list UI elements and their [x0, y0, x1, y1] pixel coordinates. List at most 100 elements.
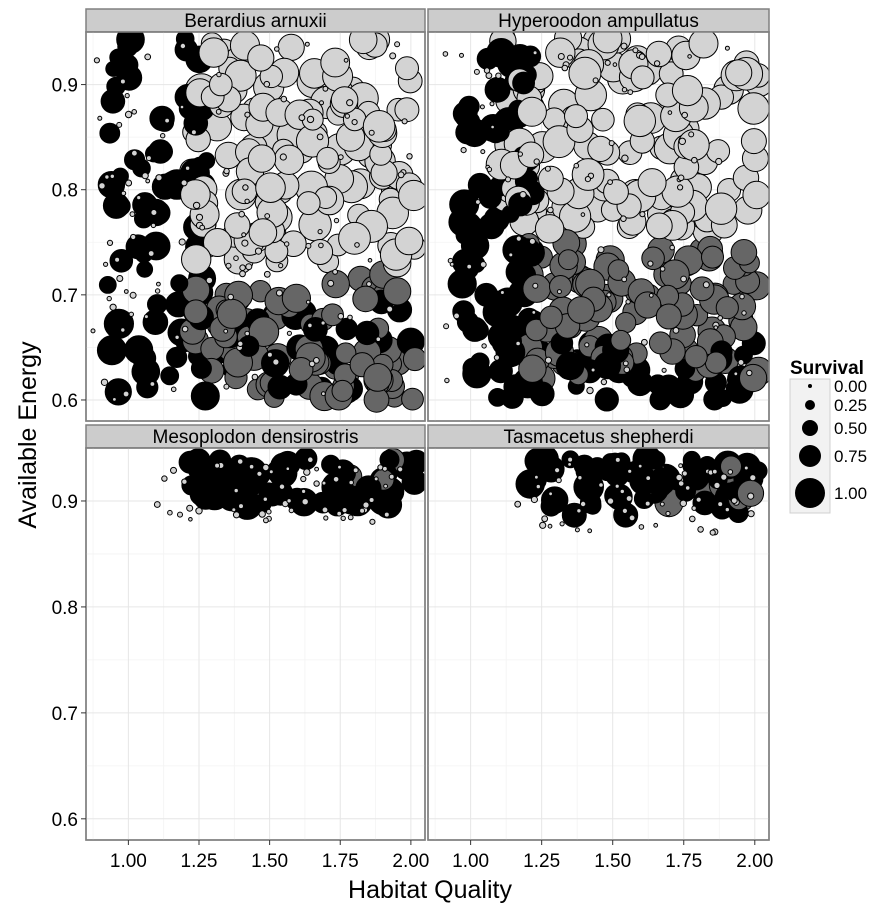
- data-point: [179, 104, 185, 110]
- data-point: [460, 147, 467, 154]
- data-point: [170, 274, 189, 293]
- data-point: [561, 64, 569, 72]
- data-point: [216, 298, 247, 329]
- data-point: [647, 374, 668, 395]
- data-point: [614, 456, 621, 463]
- data-point: [677, 480, 685, 487]
- data-point: [122, 390, 130, 398]
- y-tick-label: 0.6: [52, 810, 78, 831]
- data-point: [548, 491, 553, 497]
- data-point: [286, 330, 292, 336]
- data-point: [116, 64, 143, 91]
- data-point: [468, 176, 491, 199]
- data-point: [241, 232, 247, 238]
- data-point: [116, 121, 123, 128]
- data-point: [724, 506, 730, 513]
- data-point: [267, 374, 293, 400]
- x-tick-label: 1.50: [251, 851, 288, 872]
- data-point: [97, 115, 103, 121]
- data-point: [100, 89, 126, 114]
- data-point: [242, 184, 249, 191]
- data-point: [238, 503, 244, 510]
- data-point: [466, 263, 473, 270]
- data-point: [730, 239, 758, 266]
- data-point: [534, 214, 565, 244]
- data-point: [447, 269, 477, 299]
- data-point: [100, 378, 109, 386]
- data-point: [632, 47, 639, 54]
- data-point: [573, 162, 580, 169]
- data-point: [505, 176, 511, 183]
- data-point: [245, 263, 253, 271]
- data-point: [556, 289, 562, 295]
- data-point: [266, 351, 273, 358]
- x-tick-label: 1.00: [452, 851, 489, 872]
- data-point: [584, 342, 590, 348]
- data-point: [577, 475, 583, 481]
- data-point: [540, 495, 562, 517]
- data-point: [459, 52, 464, 58]
- x-tick-label: 1.25: [181, 851, 218, 872]
- data-point: [322, 85, 329, 92]
- data-point: [320, 320, 326, 326]
- data-point: [743, 465, 749, 471]
- data-point: [695, 496, 702, 503]
- data-point: [343, 57, 349, 63]
- data-point: [99, 122, 121, 144]
- x-tick-label: 1.75: [322, 851, 359, 872]
- data-point: [317, 229, 323, 235]
- x-tick-label: 2.00: [392, 851, 429, 872]
- data-point: [615, 312, 637, 334]
- data-point: [576, 508, 582, 514]
- data-point: [606, 292, 612, 298]
- data-point: [331, 379, 354, 402]
- panel-title: Berardius arnuxii: [184, 11, 327, 32]
- data-point: [347, 514, 354, 521]
- data-point: [136, 376, 159, 399]
- data-point: [346, 99, 354, 107]
- data-point: [124, 110, 133, 119]
- data-point: [120, 190, 127, 197]
- data-point: [682, 450, 701, 470]
- data-point: [354, 242, 360, 248]
- data-point: [600, 378, 608, 386]
- data-point: [104, 378, 132, 406]
- data-point: [109, 248, 134, 273]
- data-point: [263, 80, 271, 88]
- data-point: [680, 275, 687, 283]
- data-point: [244, 198, 250, 205]
- data-point: [148, 139, 173, 164]
- x-tick-label: 1.75: [665, 851, 702, 872]
- data-point: [691, 156, 698, 164]
- data-point: [614, 483, 620, 489]
- data-point: [625, 495, 633, 502]
- data-point: [515, 340, 521, 347]
- data-point: [646, 450, 666, 470]
- data-point: [625, 299, 631, 305]
- data-point: [653, 522, 659, 528]
- data-point: [443, 323, 450, 330]
- data-point: [336, 510, 343, 517]
- data-point: [251, 373, 259, 381]
- data-point: [607, 259, 630, 281]
- panel-points: [514, 448, 768, 536]
- data-point: [549, 275, 572, 298]
- data-point: [275, 289, 283, 297]
- data-point: [648, 331, 672, 355]
- data-point: [368, 497, 375, 503]
- data-point: [594, 387, 619, 412]
- data-point: [395, 56, 419, 81]
- data-point: [610, 329, 632, 351]
- data-point: [286, 498, 292, 504]
- data-point: [256, 470, 263, 477]
- data-point: [530, 495, 539, 504]
- data-point: [268, 469, 274, 475]
- data-point: [198, 37, 229, 68]
- data-point: [341, 507, 348, 514]
- data-point: [233, 255, 239, 262]
- data-point: [327, 279, 335, 287]
- data-point: [272, 358, 280, 366]
- data-point: [623, 366, 631, 374]
- data-point: [305, 242, 312, 249]
- data-point: [612, 62, 618, 67]
